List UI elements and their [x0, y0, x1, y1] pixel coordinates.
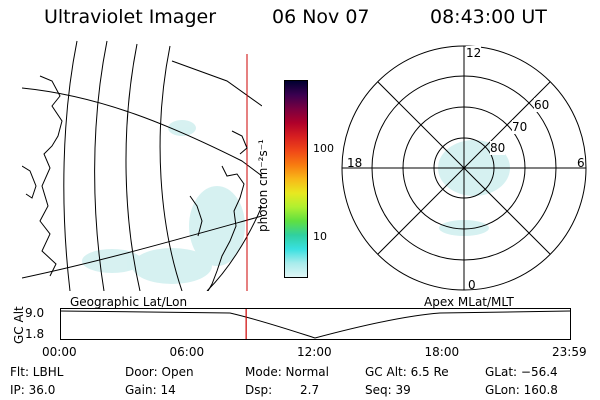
gc-alt-label: GC Alt: 6.5 Re — [365, 365, 449, 379]
mlat-label-80: 80 — [490, 141, 506, 155]
dsp-value: 2.7 — [300, 383, 320, 397]
latitude-line — [22, 215, 262, 279]
altitude-xtick: 12:00 — [297, 345, 332, 359]
coastline — [189, 195, 203, 237]
date-label: 06 Nov 07 — [272, 6, 370, 28]
glon-label: GLon: 160.8 — [485, 383, 558, 397]
mlt-label-12: 12 — [466, 46, 482, 60]
altitude-ylabel: GC Alt — [12, 306, 26, 344]
earth-limb — [171, 60, 262, 107]
filter-label: Flt: LBHL — [10, 365, 64, 379]
mlt-label-0: 0 — [468, 278, 476, 292]
colorbar-tick-10: 10 — [313, 230, 327, 243]
colorbar-tick-100: 100 — [313, 142, 334, 155]
altitude-ytick-top: 9.0 — [25, 306, 45, 320]
door-label: Door: Open — [125, 365, 194, 379]
mlat-label-60: 60 — [534, 98, 550, 112]
instrument-title: Ultraviolet Imager — [44, 6, 217, 28]
time-label: 08:43:00 UT — [430, 6, 547, 28]
mlat-label-70: 70 — [512, 120, 528, 134]
altitude-xtick: 06:00 — [169, 345, 205, 359]
altitude-plot — [60, 308, 571, 340]
latitude-line — [22, 87, 262, 177]
mlt-label-6: 6 — [577, 156, 585, 170]
glat-label: GLat: −56.4 — [485, 365, 558, 379]
colorbar — [284, 80, 308, 278]
earth-limb — [206, 205, 262, 291]
altitude-xtick: 18:00 — [424, 345, 460, 359]
meridian-line — [94, 40, 108, 291]
coastline — [39, 75, 63, 277]
mlt-line-diagonal — [377, 81, 551, 255]
geographic-label: Geographic Lat/Lon — [70, 295, 188, 309]
geographic-map — [22, 40, 262, 291]
altitude-plot-frame — [60, 308, 571, 340]
meridian-line — [125, 43, 141, 291]
mode-label: Mode: Normal — [245, 365, 329, 379]
dsp-label: Dsp: — [245, 383, 273, 397]
seq-label: Seq: 39 — [365, 383, 411, 397]
meridian-line — [159, 45, 183, 291]
colorbar-unit-label: photon cm⁻²s⁻¹ — [256, 139, 270, 232]
ip-label: IP: 36.0 — [10, 383, 56, 397]
coastline — [231, 130, 248, 155]
altitude-xtick: 00:00 — [42, 345, 77, 359]
altitude-xtick: 23:59 — [552, 345, 587, 359]
altitude-ytick-bottom: 1.8 — [25, 327, 45, 341]
coastline — [22, 165, 37, 199]
aurora-emission — [82, 120, 245, 284]
polar-plot — [341, 45, 587, 291]
mlt-label-18: 18 — [347, 156, 363, 170]
altitude-curve — [60, 310, 571, 339]
gain-label: Gain: 14 — [125, 383, 176, 397]
apex-label: Apex MLat/MLT — [424, 295, 514, 309]
meridian-line — [63, 40, 78, 291]
coastline — [207, 165, 245, 291]
